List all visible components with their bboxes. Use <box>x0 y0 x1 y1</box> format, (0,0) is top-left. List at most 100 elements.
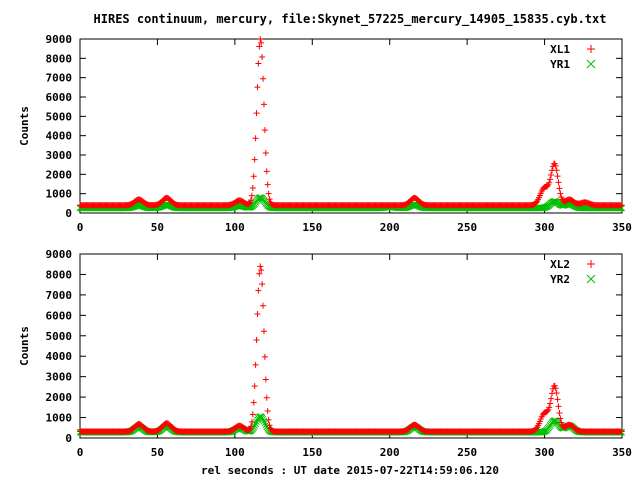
x-tick-label: 100 <box>225 446 245 459</box>
data-point <box>553 167 560 174</box>
data-point <box>266 422 273 429</box>
y-tick-label: 9000 <box>46 248 73 261</box>
legend-marker <box>586 59 596 69</box>
data-point <box>246 200 253 207</box>
y-axis-label: Counts <box>18 326 31 366</box>
chart-title: HIRES continuum, mercury, file:Skynet_57… <box>94 12 607 27</box>
data-point <box>553 390 560 397</box>
data-point <box>555 403 562 410</box>
data-point <box>264 181 271 188</box>
y-tick-label: 4000 <box>46 130 73 143</box>
y-axis: 0 1000 2000 3000 4000 5000 6000 7000 8000 9000 <box>46 33 622 220</box>
legend-marker <box>587 260 595 268</box>
data-point <box>552 385 559 392</box>
y-axis: 0 1000 2000 3000 4000 5000 6000 7000 8000 9000 <box>46 248 622 445</box>
data-point <box>557 415 564 422</box>
legend-marker <box>587 45 595 53</box>
y-tick-label: 0 <box>65 207 72 220</box>
data-point <box>251 156 258 163</box>
data-point <box>260 302 267 309</box>
data-point <box>266 196 273 203</box>
data-point <box>618 428 625 435</box>
data-point <box>533 425 540 432</box>
y-tick-label: 4000 <box>46 350 73 363</box>
data-point <box>253 110 260 117</box>
y-tick-label: 5000 <box>46 110 73 123</box>
x-tick-label: 300 <box>535 221 555 234</box>
data-point <box>258 267 265 274</box>
data-point <box>265 416 272 423</box>
data-point <box>548 171 555 178</box>
y-tick-label: 1000 <box>46 188 73 201</box>
data-point <box>265 190 272 197</box>
y-tick-label: 7000 <box>46 72 73 85</box>
x-tick-label: 0 <box>77 446 84 459</box>
data-point <box>262 150 269 157</box>
x-tick-label: 50 <box>151 446 164 459</box>
plot-frame <box>79 38 623 214</box>
data-point <box>556 185 563 192</box>
x-tick-label: 0 <box>77 221 84 234</box>
y-tick-label: 7000 <box>46 289 73 302</box>
data-point <box>257 263 264 270</box>
data-point <box>262 376 269 383</box>
data-point <box>250 173 257 180</box>
plot-frame <box>79 253 623 439</box>
x-tick-label: 50 <box>151 221 164 234</box>
data-point <box>546 179 553 186</box>
data-point <box>618 202 625 209</box>
data-point <box>247 423 254 430</box>
data-point <box>255 287 262 294</box>
data-point <box>552 162 559 169</box>
y-tick-label: 1000 <box>46 412 73 425</box>
data-point <box>547 176 554 183</box>
data-point <box>248 192 255 199</box>
y-tick-label: 6000 <box>46 91 73 104</box>
data-point <box>545 406 552 413</box>
data-point <box>548 395 555 402</box>
y-tick-label: 3000 <box>46 149 73 162</box>
data-point <box>262 421 270 429</box>
data-point <box>260 101 267 108</box>
x-tick-label: 200 <box>380 221 400 234</box>
x-tick-label: 300 <box>535 446 555 459</box>
data-point <box>247 197 254 204</box>
data-point <box>544 408 551 415</box>
y-tick-label: 9000 <box>46 33 73 46</box>
y-tick-label: 8000 <box>46 52 73 65</box>
series-xl1 <box>77 36 625 209</box>
x-axis-label: rel seconds : UT date 2015-07-22T14:59:0… <box>201 464 499 477</box>
top-panel: 0 1000 2000 3000 4000 5000 6000 7000 8000 9000 0 50… <box>18 33 632 234</box>
data-point <box>260 75 267 82</box>
data-point <box>261 353 268 360</box>
x-tick-label: 150 <box>302 446 322 459</box>
legend-marker <box>586 274 596 284</box>
data-point <box>246 426 253 433</box>
data-point <box>257 36 264 43</box>
y-tick-label: 3000 <box>46 371 73 384</box>
data-point <box>555 179 562 186</box>
y-tick-label: 0 <box>65 432 72 445</box>
x-tick-label: 100 <box>225 221 245 234</box>
data-point <box>251 383 258 390</box>
data-point <box>249 411 256 418</box>
data-point <box>263 394 270 401</box>
y-axis-label: Counts <box>18 106 31 146</box>
data-point <box>248 418 255 425</box>
y-tick-label: 2000 <box>46 168 73 181</box>
data-point <box>250 399 257 406</box>
legend-label: YR1 <box>550 58 570 71</box>
y-tick-label: 5000 <box>46 330 73 343</box>
y-tick-label: 6000 <box>46 309 73 322</box>
x-tick-label: 250 <box>457 221 477 234</box>
data-point <box>544 183 551 190</box>
data-point <box>251 422 259 430</box>
data-point <box>557 190 564 197</box>
legend-label: XL1 <box>550 43 570 56</box>
legend-label: YR2 <box>550 273 570 286</box>
data-point <box>252 135 259 142</box>
data-point <box>546 404 553 411</box>
